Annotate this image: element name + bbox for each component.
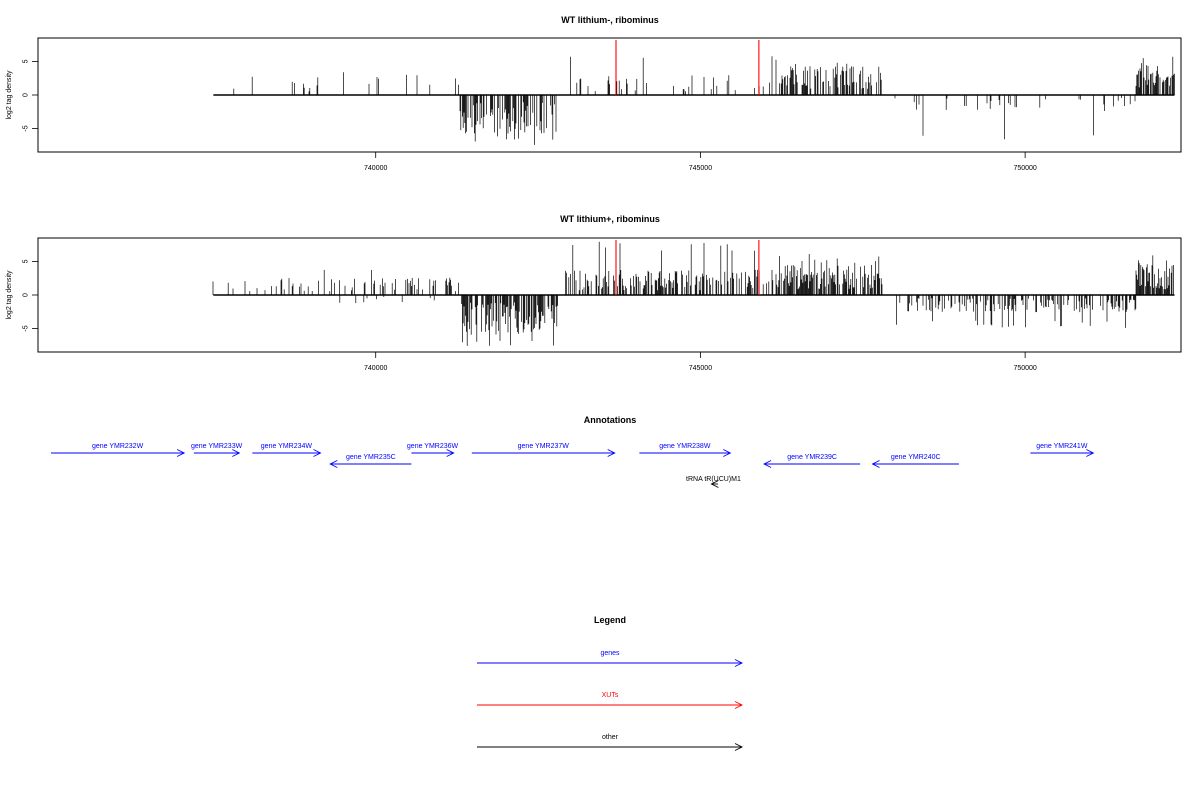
coverage-bar-group: [777, 254, 883, 295]
coverage-bars: [233, 56, 1175, 145]
annotation-feature: tRNA tR(UCU)M1: [686, 476, 741, 488]
coverage-bars: [212, 241, 1174, 346]
annotation-feature: gene YMR232W: [50, 443, 186, 457]
y-tick-label: 5: [22, 59, 29, 63]
coverage-bar-group: [894, 95, 1136, 140]
annotation-feature: gene YMR240C: [871, 454, 959, 468]
y-tick-label: -5: [22, 325, 29, 331]
x-tick-label: 750000: [1013, 165, 1036, 172]
coverage-bar-group: [1135, 255, 1174, 295]
y-tick-label: -5: [22, 125, 29, 131]
feature-label: gene YMR237W: [518, 443, 570, 450]
legend: Legend genes XUTs other: [477, 615, 744, 751]
annotation-feature: gene YMR236W: [407, 443, 459, 457]
coverage-bar-group: [896, 295, 1137, 328]
feature-label: gene YMR235C: [346, 454, 396, 461]
annotation-features: gene YMR232W gene YMR233W gene YMR234W gene…: [50, 443, 1095, 488]
feature-label: gene YMR234W: [261, 443, 313, 450]
legend-item: XUTs: [477, 692, 744, 709]
x-tick-label: 745000: [689, 365, 712, 372]
feature-label: gene YMR239C: [787, 454, 837, 461]
legend-title: Legend: [594, 615, 626, 625]
legend-label: XUTs: [602, 692, 619, 699]
legend-arrowhead: [734, 701, 744, 709]
feature-label: gene YMR233W: [191, 443, 243, 450]
coverage-panel-lithium-minus: WT lithium-, ribominus -5 0 5 740000 745000…: [6, 15, 1182, 172]
annotation-feature: gene YMR233W: [191, 443, 243, 457]
annotation-feature: gene YMR241W: [1030, 443, 1095, 457]
x-tick-label: 750000: [1013, 365, 1036, 372]
xut-markers: [615, 240, 760, 295]
coverage-bar-group: [461, 295, 558, 346]
feature-label: gene YMR236W: [407, 443, 459, 450]
panel-title: WT lithium-, ribominus: [561, 15, 659, 25]
feature-arrowhead: [329, 460, 338, 468]
feature-arrowhead: [1086, 449, 1095, 457]
y-tick-label: 0: [22, 93, 29, 97]
feature-arrowhead: [232, 449, 241, 457]
legend-item: other: [477, 734, 744, 751]
y-axis: -5 0 5: [22, 259, 39, 332]
x-axis: 740000 745000 750000: [364, 351, 1037, 372]
feature-label: gene YMR241W: [1036, 443, 1088, 450]
annotation-feature: gene YMR234W: [252, 443, 322, 457]
feature-arrowhead: [176, 449, 186, 457]
feature-label: gene YMR240C: [891, 454, 941, 461]
coverage-panel-lithium-plus: WT lithium+, ribominus -5 0 5 740000 745000…: [6, 214, 1182, 372]
feature-arrowhead: [763, 460, 772, 468]
legend-label: other: [602, 734, 619, 741]
xut-markers: [615, 40, 760, 95]
annotations-track: Annotations gene YMR232W gene YMR233W gene…: [50, 415, 1095, 488]
feature-arrowhead: [723, 449, 732, 457]
coverage-bar-group: [565, 241, 778, 295]
x-tick-label: 740000: [364, 365, 387, 372]
y-axis-label: log2 tag density: [6, 270, 13, 320]
y-axis-label: log2 tag density: [6, 70, 13, 120]
coverage-bar-group: [233, 72, 459, 95]
annotation-feature: gene YMR235C: [329, 454, 412, 468]
legend-arrowhead: [734, 659, 744, 667]
y-tick-label: 0: [22, 293, 29, 297]
feature-arrowhead: [871, 460, 880, 468]
feature-arrowhead: [710, 480, 719, 488]
legend-label: genes: [600, 650, 620, 657]
feature-arrowhead: [446, 449, 455, 457]
y-tick-label: 5: [22, 259, 29, 263]
feature-arrowhead: [607, 449, 616, 457]
coverage-bar-group: [779, 62, 882, 95]
feature-label: gene YMR238W: [659, 443, 711, 450]
legend-arrowhead: [734, 743, 744, 751]
panel-title: WT lithium+, ribominus: [560, 214, 660, 224]
annotation-feature: gene YMR239C: [763, 454, 861, 468]
annotation-feature: gene YMR238W: [639, 443, 732, 457]
legend-items: genes XUTs other: [477, 650, 744, 751]
coverage-bar-group: [212, 269, 459, 295]
coverage-bar-group: [339, 295, 435, 304]
x-tick-label: 740000: [364, 165, 387, 172]
x-axis: 740000 745000 750000: [364, 151, 1037, 172]
coverage-bar-group: [1135, 56, 1175, 95]
feature-label: gene YMR232W: [92, 443, 144, 450]
annotations-title: Annotations: [584, 415, 637, 425]
annotation-feature: gene YMR237W: [471, 443, 616, 457]
coverage-bar-group: [459, 95, 557, 145]
feature-label: tRNA tR(UCU)M1: [686, 476, 741, 483]
x-tick-label: 745000: [689, 165, 712, 172]
legend-item: genes: [477, 650, 744, 667]
coverage-bar-group: [570, 56, 777, 95]
feature-arrowhead: [313, 449, 322, 457]
y-axis: -5 0 5: [22, 59, 39, 132]
